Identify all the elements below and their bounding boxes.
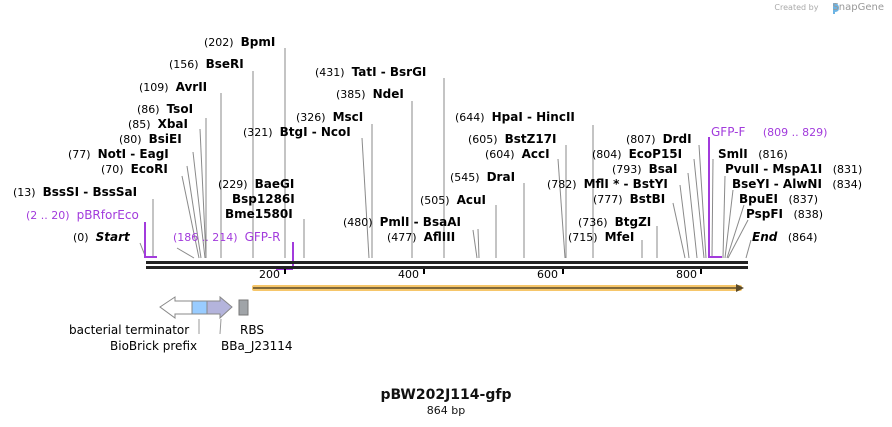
site-start[interactable]: (0) Start	[73, 230, 130, 245]
plasmid-name: pBW202J114-gfp	[380, 387, 512, 403]
snapgene-logo-icon	[833, 3, 839, 14]
feature-label-rbs[interactable]: RBS	[240, 323, 264, 337]
orf-arrow[interactable]	[252, 284, 744, 292]
feature-label-bacterial-terminator[interactable]: bacterial terminator	[69, 323, 190, 337]
site-bpuei[interactable]: BpuEI (837)	[739, 192, 819, 207]
plasmid-length: 864 bp	[426, 404, 466, 417]
site-tati[interactable]: (431) TatI - BsrGI	[315, 65, 427, 80]
site-drai[interactable]: (545) DraI	[450, 170, 516, 185]
site-avrii[interactable]: (109) AvrII	[139, 80, 208, 95]
site-ndei[interactable]: (385) NdeI	[336, 87, 404, 102]
site-bsiei[interactable]: (80) BsiEI	[119, 132, 182, 147]
site-drdi[interactable]: (807) DrdI	[626, 132, 692, 147]
bba-j23114-arrow[interactable]	[206, 295, 233, 320]
tick-label-400: 400	[398, 268, 419, 281]
feature-label-biobrick-prefix[interactable]: BioBrick prefix	[110, 339, 198, 353]
tick-label-600: 600	[537, 268, 558, 281]
site-msci[interactable]: (326) MscI	[296, 110, 364, 125]
site-ecop15i[interactable]: (804) EcoP15I	[592, 147, 683, 162]
site-baegi[interactable]: (229) BaeGI	[218, 177, 295, 192]
credit-prefix: Created by	[774, 3, 819, 12]
bacterial-terminator-arrow[interactable]	[159, 296, 193, 319]
site-ecori[interactable]: (70) EcoRI	[101, 162, 168, 177]
site-smli[interactable]: SmlI (816)	[718, 147, 788, 162]
tick-label-200: 200	[259, 268, 280, 281]
site-bseri[interactable]: (156) BseRI	[169, 57, 244, 72]
site-acui[interactable]: (505) AcuI	[420, 193, 487, 208]
site-end[interactable]: End (864)	[752, 230, 818, 245]
credit-brand: SnapGene	[832, 2, 884, 13]
backbone-top-strand[interactable]	[146, 261, 748, 264]
site-bsai[interactable]: (793) BsaI	[612, 162, 678, 177]
primer-gfp-f-label[interactable]: GFP-F (809 .. 829)	[711, 125, 828, 140]
site-bsssi[interactable]: (13) BssSI - BssSaI	[13, 185, 138, 200]
site-hpai[interactable]: (644) HpaI - HincII	[455, 110, 575, 125]
bba-j23114-leader	[219, 318, 222, 335]
feature-label-bba-j23114[interactable]: BBa_J23114	[221, 339, 293, 353]
site-bseyi[interactable]: BseYI - AlwNI (834)	[732, 177, 863, 192]
site-acci[interactable]: (604) AccI	[485, 147, 550, 162]
site-bme1580i[interactable]: Bme1580I	[225, 207, 293, 221]
site-pspfi[interactable]: PspFI (838)	[746, 207, 824, 222]
primer-gfp-r-label[interactable]: (186 .. 214) GFP-R	[173, 230, 281, 245]
site-xbai[interactable]: (85) XbaI	[128, 117, 188, 132]
site-btgi[interactable]: (321) BtgI - NcoI	[243, 125, 351, 140]
site-bstbi[interactable]: (777) BstBI	[593, 192, 666, 207]
site-pmli[interactable]: (480) PmlI - BsaAI	[343, 215, 461, 230]
credit: Created by SnapGene	[774, 2, 884, 13]
site-noti[interactable]: (77) NotI - EagI	[68, 147, 169, 162]
backbone-bottom-strand[interactable]	[146, 266, 748, 269]
rbs-box[interactable]	[238, 299, 249, 316]
site-leader-lines	[139, 48, 752, 259]
site-tsoi[interactable]: (86) TsoI	[137, 102, 194, 117]
axis-ticks	[284, 269, 702, 274]
primer-pbrforeco-label[interactable]: (2 .. 20) pBRforEco	[26, 208, 139, 223]
site-mfei[interactable]: (715) MfeI	[568, 230, 635, 245]
site-btgzi[interactable]: (736) BtgZI	[578, 215, 652, 230]
site-bstz17i[interactable]: (605) BstZ17I	[468, 132, 557, 147]
biobrick-prefix-box[interactable]	[191, 300, 208, 315]
site-bpmi[interactable]: (202) BpmI	[204, 35, 276, 50]
tick-label-800: 800	[676, 268, 697, 281]
site-bsp1286i[interactable]: Bsp1286I	[232, 192, 295, 206]
site-pvuii[interactable]: PvuII - MspA1I (831)	[725, 162, 863, 177]
site-mfli[interactable]: (782) MflI * - BstYI	[547, 177, 668, 192]
site-afliii[interactable]: (477) AflIII	[387, 230, 456, 245]
